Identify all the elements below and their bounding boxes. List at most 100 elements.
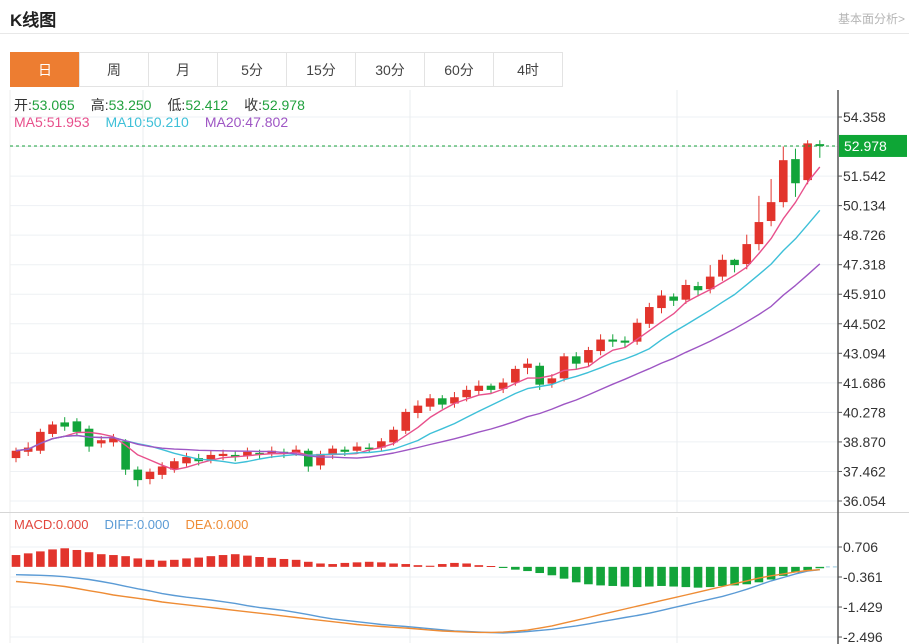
- tab-60分[interactable]: 60分: [424, 52, 494, 87]
- candle-body: [11, 450, 21, 459]
- candle-body: [328, 448, 337, 455]
- candle-body: [498, 382, 508, 389]
- macd-bar: [340, 562, 350, 567]
- macd-bar: [109, 555, 118, 567]
- macd-bar: [486, 566, 496, 568]
- ohlc-low: 低:52.412: [167, 97, 229, 113]
- tab-日[interactable]: 日: [10, 52, 80, 87]
- macd-bar: [255, 557, 264, 567]
- macd-axis-label: -2.496: [843, 629, 883, 644]
- macd-bar: [608, 566, 618, 586]
- candle-body: [474, 385, 484, 391]
- candle-body: [291, 449, 301, 453]
- candle-body: [766, 202, 776, 222]
- line-series: [15, 569, 820, 634]
- candle-body: [48, 424, 57, 434]
- macd-bar: [681, 566, 691, 588]
- line-series: [15, 209, 821, 464]
- macd-bar: [328, 564, 337, 567]
- macd-bar: [474, 565, 484, 567]
- candle-body: [133, 469, 143, 481]
- tab-30分[interactable]: 30分: [355, 52, 425, 87]
- ma-ma10: MA10:50.210: [105, 114, 189, 130]
- macd-bar: [559, 566, 569, 579]
- candle-body: [681, 285, 691, 300]
- candle-body: [413, 405, 423, 413]
- macd-bar: [157, 560, 167, 567]
- candle-body: [778, 160, 788, 203]
- macd-bar: [413, 565, 423, 567]
- tab-周[interactable]: 周: [79, 52, 149, 87]
- candle-body: [60, 422, 70, 427]
- macd-bar: [705, 566, 715, 588]
- page-title: K线图: [10, 11, 57, 30]
- macd-bar: [778, 566, 788, 576]
- candle-body: [437, 398, 447, 405]
- candle-body: [669, 296, 678, 301]
- candle-body: [705, 276, 715, 290]
- candle-body: [559, 356, 569, 379]
- tab-5分[interactable]: 5分: [217, 52, 287, 87]
- macd-bar: [389, 563, 398, 567]
- current-price-badge: [839, 134, 907, 157]
- tab-4时[interactable]: 4时: [493, 52, 563, 87]
- macd-readout: MACD:0.000 DIFF:0.000 DEA:0.000: [14, 517, 264, 532]
- period-tab-bar: 日周月 5分 15分 30分 60分 4时: [10, 52, 563, 87]
- macd-bar: [303, 561, 313, 567]
- macd-bar: [718, 566, 727, 586]
- macd-bar: [401, 564, 411, 567]
- candle-body: [243, 451, 252, 456]
- macd-bar: [352, 562, 362, 567]
- line-series: [15, 569, 820, 634]
- macd-bar: [145, 559, 155, 567]
- candle-body: [230, 454, 240, 458]
- fundamental-analysis-link[interactable]: 基本面分析>: [837, 12, 905, 26]
- macd-axis-label: -1.429: [843, 599, 883, 615]
- y-axis-label: 45.910: [843, 286, 886, 302]
- header-divider: [0, 33, 909, 34]
- y-axis-label: 51.542: [843, 168, 886, 184]
- y-axis-label: 40.278: [843, 404, 886, 420]
- macd-dea: DEA:0.000: [185, 517, 249, 532]
- macd-bar: [632, 566, 642, 588]
- tab-月[interactable]: 月: [148, 52, 218, 87]
- candle-body: [693, 286, 703, 291]
- y-axis-label: 47.318: [843, 257, 886, 273]
- candle-body: [596, 339, 605, 352]
- macd-bar: [84, 552, 94, 567]
- macd-bar: [133, 558, 143, 567]
- macd-bar: [182, 558, 191, 567]
- candle-body: [486, 385, 496, 390]
- candle-body: [157, 466, 167, 475]
- macd-bar: [23, 553, 33, 567]
- macd-bar: [815, 566, 825, 569]
- tab-15分[interactable]: 15分: [286, 52, 356, 87]
- candle-body: [815, 144, 825, 146]
- candle-body: [364, 447, 374, 450]
- candle-body: [182, 457, 191, 464]
- macd-macd: MACD:0.000: [14, 517, 89, 532]
- macd-bar: [194, 557, 203, 567]
- macd-bar: [36, 551, 45, 567]
- macd-bar: [170, 559, 179, 567]
- candle-body: [608, 339, 618, 342]
- candle-body: [511, 368, 520, 383]
- y-axis-label: 38.870: [843, 434, 886, 450]
- macd-bar: [230, 554, 240, 567]
- candle-body: [109, 438, 118, 443]
- candle-body: [267, 450, 277, 454]
- macd-bar: [206, 556, 216, 567]
- macd-bar: [669, 566, 678, 587]
- candle-body: [462, 389, 471, 398]
- macd-bar: [645, 566, 654, 587]
- macd-bar: [462, 563, 471, 567]
- macd-bar: [267, 557, 277, 567]
- ma-ma5: MA5:51.953: [14, 114, 90, 130]
- y-axis-label: 50.134: [843, 198, 886, 214]
- macd-bar: [766, 566, 776, 580]
- macd-bar: [596, 566, 605, 586]
- macd-bar: [730, 566, 739, 586]
- candle-body: [450, 397, 459, 404]
